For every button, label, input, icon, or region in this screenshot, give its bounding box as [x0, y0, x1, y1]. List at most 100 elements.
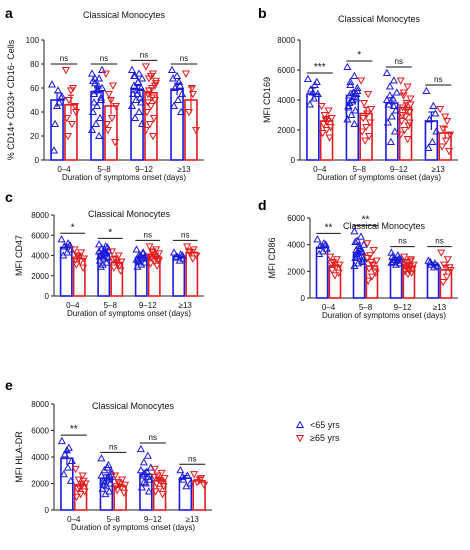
point-under-65 [390, 127, 399, 135]
point-under-65 [94, 240, 104, 248]
point-under-65 [91, 119, 101, 128]
x-tick-label: 0–4 [66, 301, 80, 310]
point-under-65 [385, 91, 394, 99]
point-65-plus [370, 268, 379, 276]
point-under-65 [350, 71, 359, 80]
point-65-plus [110, 255, 119, 263]
point-under-65 [129, 71, 139, 80]
point-65-plus [148, 249, 157, 257]
point-65-plus [120, 489, 129, 498]
point-65-plus [321, 116, 330, 124]
point-65-plus [63, 132, 72, 141]
point-under-65 [101, 489, 110, 498]
point-under-65 [425, 115, 434, 123]
x-axis-label: Duration of symptoms onset (days) [322, 311, 446, 320]
point-65-plus [107, 114, 117, 123]
point-under-65 [60, 450, 69, 458]
point-65-plus [406, 101, 415, 109]
point-under-65 [429, 263, 439, 271]
y-tick-label: 4000 [31, 252, 49, 261]
point-under-65 [352, 89, 361, 98]
point-under-65 [387, 258, 396, 266]
point-under-65 [392, 88, 401, 96]
x-tick-label: 0–4 [57, 165, 71, 174]
point-under-65 [141, 479, 150, 487]
point-under-65 [133, 77, 143, 86]
point-under-65 [178, 472, 187, 480]
point-65-plus [193, 479, 202, 487]
point-under-65 [386, 137, 395, 146]
point-under-65 [127, 65, 137, 74]
point-65-plus [324, 107, 333, 115]
y-tick-label: 6000 [31, 427, 49, 436]
point-under-65 [92, 86, 102, 94]
point-under-65 [394, 254, 403, 262]
point-under-65 [66, 476, 75, 484]
point-under-65 [391, 255, 400, 264]
point-under-65 [95, 256, 104, 264]
x-tick-label: 5–8 [104, 301, 118, 310]
point-65-plus [446, 131, 455, 139]
point-under-65 [139, 249, 148, 257]
point-under-65 [169, 248, 179, 256]
point-under-65 [359, 240, 368, 248]
point-under-65 [433, 261, 442, 270]
x-tick-label: 5–8 [107, 515, 121, 524]
y-tick-label: 60 [30, 84, 39, 93]
point-65-plus [67, 120, 77, 129]
x-tick-label: ≥13 [432, 165, 446, 174]
point-65-plus [402, 107, 411, 115]
point-65-plus [66, 87, 76, 95]
point-65-plus [400, 126, 409, 135]
point-65-plus [144, 87, 153, 95]
point-under-65 [99, 480, 108, 488]
point-65-plus [147, 94, 157, 102]
point-65-plus [318, 129, 327, 138]
point-under-65 [135, 257, 144, 265]
bar-65-plus [185, 251, 199, 297]
point-65-plus [181, 70, 190, 78]
point-under-65 [136, 251, 145, 259]
y-tick-label: 0 [45, 292, 50, 301]
point-65-plus [196, 476, 205, 484]
point-65-plus [363, 240, 372, 248]
point-65-plus [150, 473, 159, 482]
point-under-65 [140, 258, 150, 266]
panel-letter: a [5, 5, 13, 21]
point-65-plus [200, 481, 209, 490]
x-tick-label: 5–8 [353, 165, 367, 174]
point-under-65 [57, 235, 66, 243]
point-65-plus [400, 253, 409, 261]
point-under-65 [143, 472, 152, 480]
point-65-plus [145, 253, 154, 261]
point-under-65 [133, 262, 142, 270]
x-axis-label: Duration of symptoms onset (days) [71, 523, 195, 532]
point-under-65 [168, 74, 178, 82]
point-65-plus [405, 119, 414, 127]
point-65-plus [406, 257, 415, 265]
x-tick-label: 0–4 [322, 303, 336, 312]
point-under-65 [177, 107, 186, 116]
bar-65-plus [319, 120, 334, 161]
point-under-65 [429, 101, 438, 110]
significance-label: ns [395, 57, 403, 66]
point-under-65 [53, 86, 63, 94]
point-65-plus [70, 246, 79, 254]
point-under-65 [319, 239, 328, 247]
point-under-65 [132, 245, 141, 253]
point-65-plus [184, 108, 193, 117]
point-65-plus [108, 248, 117, 256]
point-65-plus [102, 120, 111, 129]
point-65-plus [143, 99, 152, 107]
point-65-plus [141, 63, 150, 71]
point-under-65 [387, 112, 396, 120]
point-65-plus [61, 66, 70, 75]
point-65-plus [442, 273, 451, 281]
point-under-65 [143, 451, 152, 459]
y-tick-label: 8000 [31, 211, 49, 220]
point-65-plus [396, 77, 405, 85]
point-under-65 [65, 241, 75, 249]
y-axis-label: % CD14+ CD33+ CD16- Cells [6, 39, 16, 160]
legend-label: <65 yrs [310, 420, 340, 430]
point-65-plus [369, 246, 378, 255]
